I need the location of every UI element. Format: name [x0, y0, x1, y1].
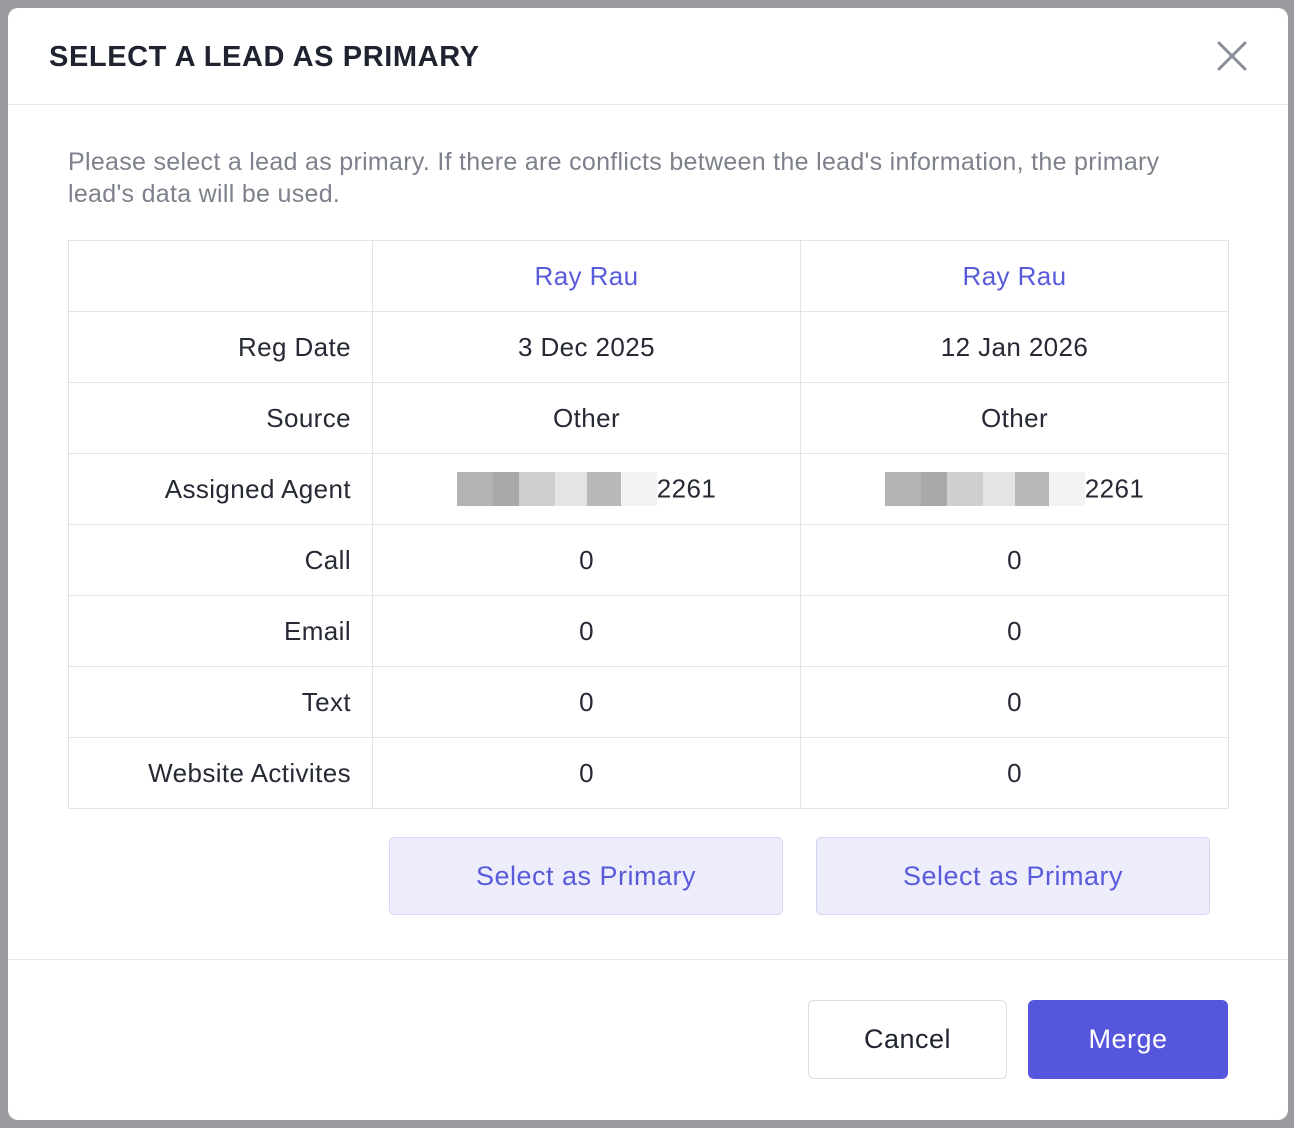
close-icon: [1217, 41, 1247, 71]
lead-1-text: 0: [372, 666, 801, 738]
table-row-text: Text 0 0: [68, 666, 1229, 738]
lead-2-assigned-agent: 2261: [800, 453, 1229, 525]
lead-2-call: 0: [800, 524, 1229, 596]
modal-description: Please select a lead as primary. If ther…: [68, 148, 1160, 208]
lead-name-1[interactable]: Ray Rau: [372, 240, 801, 312]
lead-1-source: Other: [372, 382, 801, 454]
redacted-blur: [884, 472, 1085, 507]
row-label-text: Text: [68, 666, 373, 738]
table-row-call: Call 0 0: [68, 524, 1229, 596]
merge-lead-modal: SELECT A LEAD AS PRIMARY Please select a…: [8, 8, 1288, 1120]
close-button[interactable]: [1212, 36, 1252, 76]
row-label-source: Source: [68, 382, 373, 454]
row-label-assigned-agent: Assigned Agent: [68, 453, 373, 525]
modal-header: SELECT A LEAD AS PRIMARY: [8, 8, 1288, 105]
lead-1-website-activities: 0: [372, 737, 801, 809]
cancel-button[interactable]: Cancel: [808, 1000, 1007, 1079]
merge-button[interactable]: Merge: [1028, 1000, 1228, 1079]
lead-name-2[interactable]: Ray Rau: [800, 240, 1229, 312]
row-label-call: Call: [68, 524, 373, 596]
table-row-reg-date: Reg Date 3 Dec 2025 12 Jan 2026: [68, 311, 1229, 383]
select-primary-button-1[interactable]: Select as Primary: [389, 837, 783, 915]
empty-header-cell: [68, 240, 373, 312]
lead-1-reg-date: 3 Dec 2025: [372, 311, 801, 383]
row-label-website-activities: Website Activites: [68, 737, 373, 809]
redacted-blur: [456, 472, 657, 507]
table-row-source: Source Other Other: [68, 382, 1229, 454]
lead-2-website-activities: 0: [800, 737, 1229, 809]
table-row-website-activities: Website Activites 0 0: [68, 737, 1229, 809]
lead-1-assigned-agent: 2261: [372, 453, 801, 525]
row-label-reg-date: Reg Date: [68, 311, 373, 383]
lead-comparison-table: Ray Rau Ray Rau Reg Date 3 Dec 2025 12 J…: [68, 240, 1229, 809]
table-row-assigned-agent: Assigned Agent 2261 2261: [68, 453, 1229, 525]
agent-visible-digits: 2261: [1084, 473, 1145, 504]
lead-1-email: 0: [372, 595, 801, 667]
row-label-email: Email: [68, 595, 373, 667]
table-row-email: Email 0 0: [68, 595, 1229, 667]
agent-visible-digits: 2261: [656, 473, 717, 504]
lead-2-email: 0: [800, 595, 1229, 667]
lead-2-text: 0: [800, 666, 1229, 738]
select-primary-button-2[interactable]: Select as Primary: [816, 837, 1210, 915]
modal-title: SELECT A LEAD AS PRIMARY: [49, 41, 480, 73]
table-row-header: Ray Rau Ray Rau: [68, 240, 1229, 312]
lead-2-source: Other: [800, 382, 1229, 454]
lead-1-call: 0: [372, 524, 801, 596]
footer-divider: [8, 959, 1288, 960]
lead-2-reg-date: 12 Jan 2026: [800, 311, 1229, 383]
